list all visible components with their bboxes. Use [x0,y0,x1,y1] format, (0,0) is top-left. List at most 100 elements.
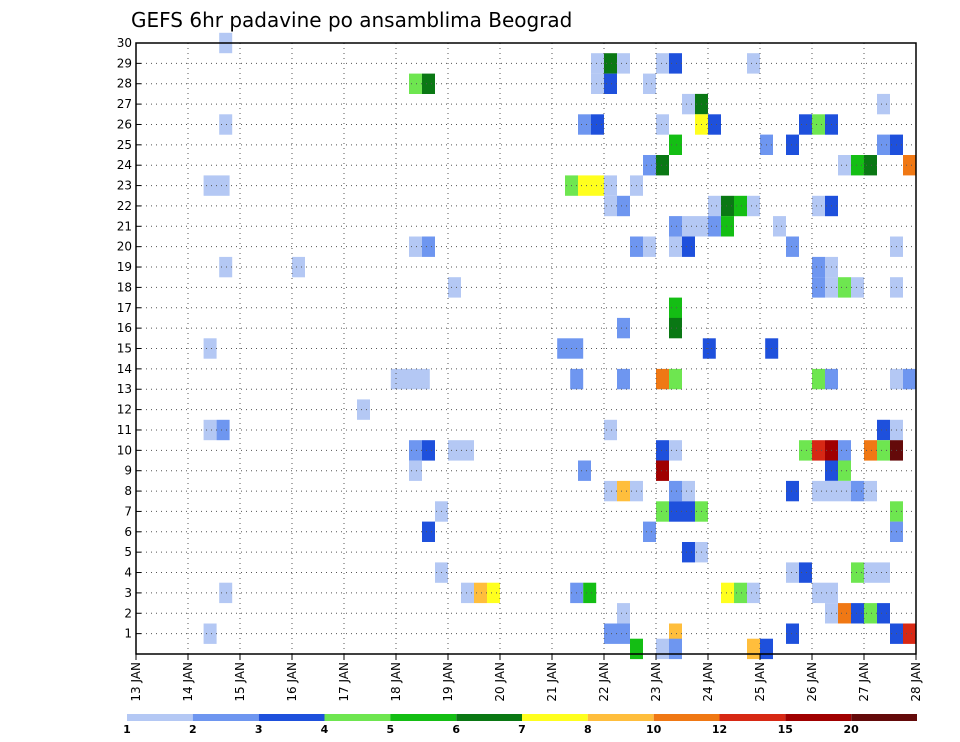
heatmap-cell [422,236,435,257]
heatmap-cell [578,114,591,135]
colorbar-label: 1 [123,723,131,736]
heatmap-cell [760,638,773,660]
y-tick-label: 17 [117,301,132,315]
colorbar-segment [719,714,786,721]
heatmap-cell [708,216,721,237]
y-tick-label: 21 [117,219,132,233]
heatmap-cell [825,368,838,390]
heatmap-cell [390,368,430,390]
y-tick-label: 3 [124,586,132,600]
y-tick-label: 20 [117,240,132,254]
heatmap-cell [812,277,825,298]
heatmap-cell [786,562,799,583]
x-tick-label: 22 JAN [597,662,611,702]
heatmap-cell [702,338,716,359]
heatmap-cell [216,419,230,441]
colorbar-segment [192,714,259,721]
y-tick-label: 23 [117,179,132,193]
y-tick-label: 2 [124,606,132,620]
heatmap-cell [786,480,799,502]
y-tick-label: 26 [117,117,132,131]
heatmap-cell [734,582,747,604]
heatmap-cell [877,440,890,461]
heatmap-cell [669,297,682,318]
x-tick-label: 13 JAN [129,662,143,702]
heatmap-cell [643,236,656,257]
y-tick-label: 16 [117,321,132,335]
heatmap-cell [877,134,890,155]
heatmap-cell [570,368,584,390]
heatmap-cell [203,623,217,644]
x-tick-label: 23 JAN [649,662,663,702]
y-tick-label: 8 [124,484,132,498]
heatmap-cell [864,155,877,176]
heatmap-cell [721,195,734,217]
heatmap-cell [617,368,630,390]
heatmap-cell [669,368,682,390]
heatmap-cell [773,216,786,237]
colorbar-segment [785,714,852,721]
colorbar-label: 12 [712,723,727,736]
chart-title: GEFS 6hr padavine po ansamblima Beograd [131,8,572,32]
heatmap-cell [812,195,825,217]
heatmap-cell [409,440,422,461]
heatmap-cell [203,419,217,441]
heatmap-cell [669,440,682,461]
heatmap-cell [747,53,760,74]
colorbar-segment [587,714,654,721]
heatmap-cell [877,93,890,115]
heatmap-cell [474,582,487,604]
y-tick-label: 10 [117,443,132,457]
heatmap-cell [656,501,669,522]
heatmap-cell [591,53,604,74]
heatmap-cell [799,562,812,583]
heatmap-cell [669,236,682,257]
y-tick-label: 18 [117,280,132,294]
x-tick-label: 15 JAN [233,662,247,702]
y-tick-label: 13 [117,382,132,396]
heatmap-cell [604,175,617,196]
x-axis: 13 JAN 14 JAN 15 JAN 16 JAN 17 JAN 18 JAN 19 J… [129,654,923,702]
heatmap-cell [219,114,233,135]
heatmap-cell [903,155,916,176]
colorbar-segment [522,714,588,721]
heatmap-cell [721,582,734,604]
colorbar-label: 15 [778,723,793,736]
heatmap-cell [851,562,864,583]
heatmap-cell [604,480,617,502]
heatmap-cell [812,256,825,278]
colorbar: 1 2 3 4 5 6 7 8 10 12 15 20 [123,714,917,736]
heatmap-cell [799,114,812,135]
heatmap-cell [656,460,669,481]
heatmap-cell [838,277,851,298]
heatmap-cell [617,53,630,74]
heatmap-cell [422,440,435,461]
heatmap-cell [357,399,370,420]
heatmap-cell [708,114,721,135]
y-tick-label: 1 [124,627,132,641]
heatmap-cell [669,216,682,237]
y-tick-label: 4 [124,566,132,580]
heatmap-cell [864,603,877,624]
y-tick-label: 14 [117,362,132,376]
heatmap-cell [617,480,630,502]
heatmap-cell [219,582,233,604]
y-tick-label: 25 [117,138,132,152]
heatmap-cell [448,277,461,298]
heatmap-cell [838,603,851,624]
heatmap-cell [682,480,695,502]
y-tick-label: 15 [117,342,132,356]
heatmap-cell [838,460,851,481]
heatmap-cell [643,155,656,176]
heatmap-cell [903,368,916,390]
heatmap-cell [557,338,584,359]
heatmap-cell [877,603,890,624]
y-tick-label: 12 [117,403,132,417]
colorbar-label: 4 [321,723,329,736]
heatmap-cell [487,582,500,604]
colorbar-label: 8 [584,723,592,736]
y-tick-label: 28 [117,77,132,91]
heatmap-cell [409,460,422,481]
y-tick-label: 24 [117,158,132,172]
